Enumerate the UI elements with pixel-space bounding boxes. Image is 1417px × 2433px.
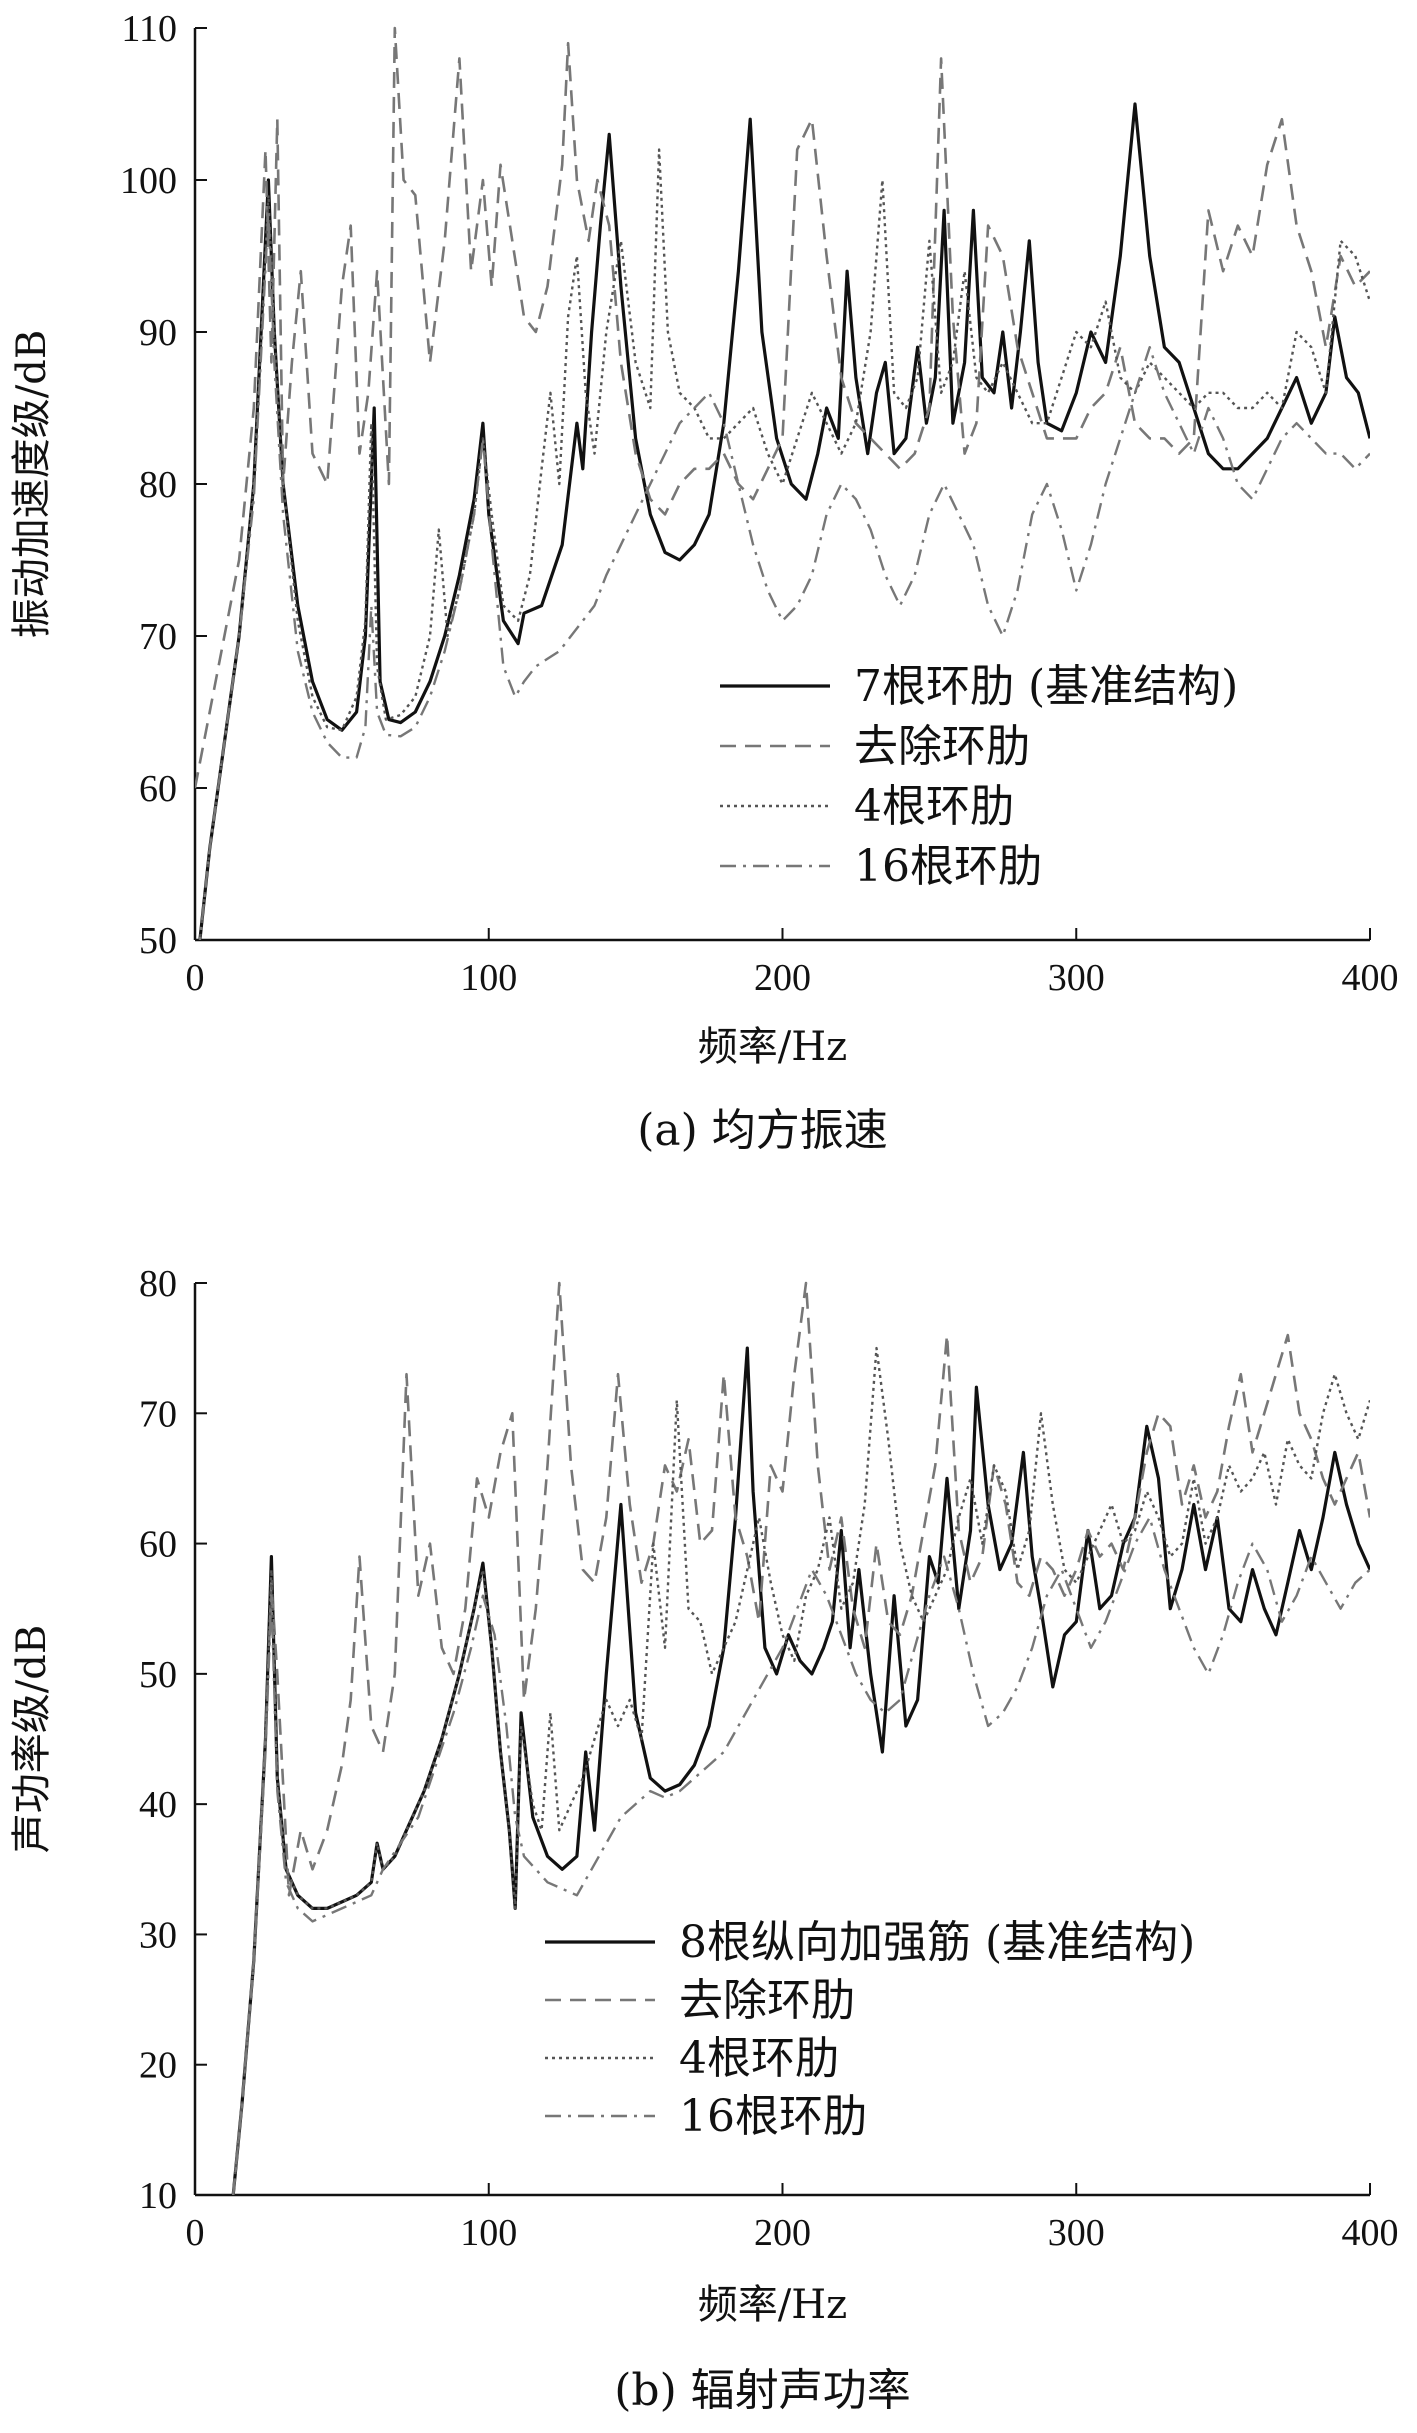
y-axis-label: 振动加速度级/dB — [9, 330, 55, 638]
y-tick-label: 60 — [139, 768, 177, 810]
x-tick-label: 100 — [460, 2212, 517, 2254]
y-tick-label: 50 — [139, 1654, 177, 1696]
series-line — [231, 1346, 1370, 2195]
legend-label: 8根纵向加强筋 (基准结构) — [679, 1917, 1195, 1968]
y-tick-label: 30 — [139, 1914, 177, 1956]
x-axis-label: 频率/Hz — [698, 1024, 847, 1070]
y-tick-label: 70 — [139, 1393, 177, 1435]
x-tick-label: 400 — [1342, 2212, 1399, 2254]
series-line — [198, 148, 1370, 940]
x-tick-label: 200 — [754, 2212, 811, 2254]
series-line — [195, 26, 1370, 789]
y-tick-label: 100 — [120, 160, 177, 202]
series-line — [198, 209, 1370, 940]
y-tick-label: 90 — [139, 312, 177, 354]
legend-label: 4根环肋 — [679, 2033, 839, 2084]
x-tick-label: 200 — [754, 957, 811, 999]
y-tick-label: 20 — [139, 2045, 177, 2087]
legend-label: 4根环肋 — [854, 781, 1014, 832]
x-axis-label: 频率/Hz — [698, 2282, 847, 2328]
y-tick-label: 80 — [139, 1263, 177, 1305]
legend-label: 16根环肋 — [854, 841, 1042, 892]
y-tick-label: 70 — [139, 616, 177, 658]
series-line — [232, 1346, 1370, 2195]
series-line — [198, 102, 1370, 940]
x-tick-label: 300 — [1048, 957, 1105, 999]
chart-panel-a: 50 60 70 80 90 100 110 0 100 200 300 400 7根环肋 (基准结构)… — [9, 8, 1399, 1156]
y-tick-label: 80 — [139, 464, 177, 506]
legend-label: 7根环肋 (基准结构) — [854, 661, 1238, 712]
y-tick-label: 60 — [139, 1524, 177, 1566]
chart-panel-b: 10 20 30 40 50 60 70 80 0 100 200 300 400 8根纵向加强筋 (基准… — [9, 1263, 1399, 2416]
x-tick-label: 0 — [186, 2212, 205, 2254]
legend-label: 16根环肋 — [679, 2091, 867, 2142]
panel-caption: (a) 均方振速 — [637, 1105, 888, 1156]
x-tick-label: 100 — [460, 957, 517, 999]
x-tick-label: 300 — [1048, 2212, 1105, 2254]
panel-caption: (b) 辐射声功率 — [614, 2365, 910, 2416]
x-tick-label: 400 — [1342, 957, 1399, 999]
legend-label: 去除环肋 — [679, 1975, 855, 2026]
x-tick-label: 0 — [186, 957, 205, 999]
y-tick-label: 40 — [139, 1784, 177, 1826]
legend-label: 去除环肋 — [854, 721, 1030, 772]
y-axis-label: 声功率级/dB — [9, 1625, 55, 1853]
series-line — [231, 1281, 1370, 2195]
y-tick-label: 50 — [139, 920, 177, 962]
y-tick-label: 110 — [121, 8, 177, 50]
y-tick-label: 10 — [139, 2175, 177, 2217]
